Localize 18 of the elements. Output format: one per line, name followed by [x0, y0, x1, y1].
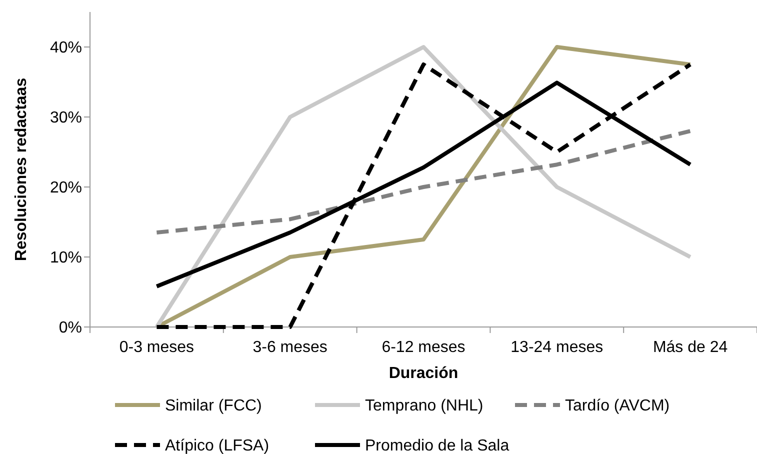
legend-label: Tardío (AVCM) [565, 398, 670, 415]
x-tick-label: 0-3 meses [119, 339, 194, 356]
legend-label: Temprano (NHL) [365, 398, 484, 415]
x-tick-label: 3-6 meses [252, 339, 328, 356]
legend-label: Promedio de la Sala [365, 438, 510, 454]
x-tick-label: 13-24 meses [510, 339, 604, 356]
x-tick-label: 6-12 meses [382, 339, 466, 356]
y-tick-label: 30% [50, 110, 82, 127]
y-tick-label: 20% [50, 180, 82, 197]
line-series [154, 129, 692, 234]
y-tick-label: 10% [50, 250, 82, 267]
y-tick-label: 0% [58, 320, 82, 337]
x-axis-title: Duración [388, 365, 458, 382]
legend-label: Atípico (LFSA) [165, 438, 270, 454]
y-axis-title: Resoluciones redactaas [13, 78, 30, 262]
y-tick-label: 40% [50, 40, 82, 57]
legend-label: Similar (FCC) [165, 398, 262, 415]
x-tick-label: Más de 24 [652, 339, 728, 356]
